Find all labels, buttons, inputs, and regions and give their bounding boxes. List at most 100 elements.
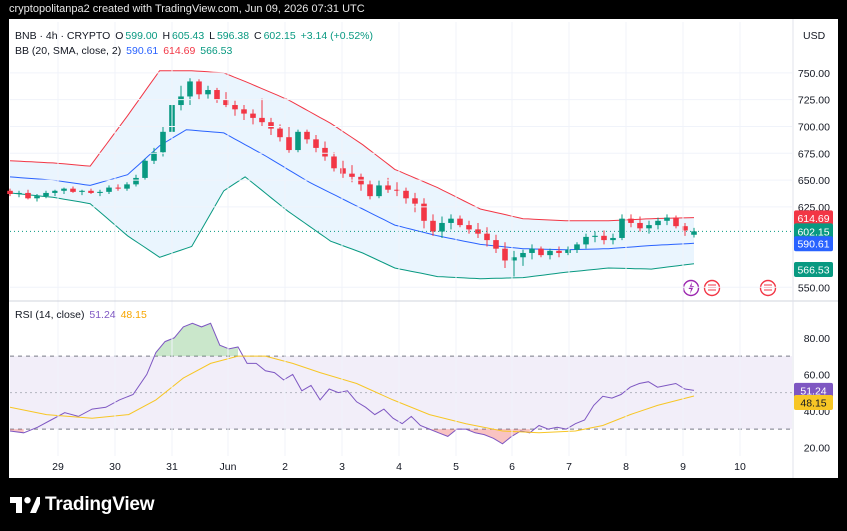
candle-body	[430, 220, 436, 232]
close-label: C	[253, 30, 262, 42]
candle-body	[61, 188, 67, 191]
rsi-legend: RSI (14, close) 51.24 48.15	[15, 309, 149, 321]
lower-price-tag-text: 566.53	[797, 265, 829, 277]
bb-lower-value: 566.53	[200, 45, 233, 57]
candle-body	[385, 185, 391, 190]
candle-body	[178, 96, 184, 106]
open-label: O	[115, 30, 124, 42]
candle-body	[133, 177, 139, 185]
candle-body	[142, 160, 148, 178]
candle-body	[583, 236, 589, 245]
bb-label: BB (20, SMA, close, 2)	[15, 45, 122, 57]
candle-body	[682, 226, 688, 231]
candle-body	[106, 187, 112, 192]
candle-body	[277, 128, 283, 138]
x-tick-label: 4	[396, 461, 402, 473]
candle-body	[439, 222, 445, 232]
ev-flag-icon	[759, 279, 777, 297]
candle-body	[556, 250, 562, 253]
candle-body	[448, 218, 454, 223]
y-tick-label: 550.00	[798, 282, 830, 294]
candle-body	[538, 248, 544, 256]
candle-body	[520, 252, 526, 258]
candle-body	[421, 203, 427, 221]
bb-basis-line	[9, 129, 695, 251]
candle-body	[349, 173, 355, 177]
rsi-value-tag: 51.24	[794, 382, 833, 398]
candle-body	[340, 168, 346, 174]
x-tick-label: 9	[680, 461, 686, 473]
y-tick-label: 675.00	[798, 148, 830, 160]
candle-body	[637, 222, 643, 229]
x-tick-label: 6	[509, 461, 515, 473]
rsi-pane[interactable]	[9, 322, 792, 445]
candle-body	[673, 217, 679, 227]
rsi-ma-tag: 48.15	[794, 395, 833, 411]
rsi-y-tick-label: 20.00	[804, 442, 830, 454]
candle-body	[160, 131, 166, 153]
y-tick-label: 750.00	[798, 68, 830, 80]
candle-body	[646, 225, 652, 229]
candle-body	[7, 190, 13, 195]
currency-label[interactable]: USD	[803, 30, 826, 42]
lightning-glyph	[688, 282, 694, 294]
candle-body	[376, 185, 382, 197]
rsi-value-tag-bg	[794, 382, 833, 398]
candle-body	[43, 192, 49, 197]
candle-body	[547, 250, 553, 256]
rsi-ma-tag-bg	[794, 395, 833, 411]
x-tick-label: 31	[166, 461, 178, 473]
candle-body	[187, 81, 193, 97]
candle-body	[295, 131, 301, 151]
candle-body	[412, 198, 418, 204]
x-tick-label: 8	[623, 461, 629, 473]
symbol-label: BNB · 4h · CRYPTO	[15, 30, 111, 42]
candle-body	[313, 139, 319, 148]
candle-body	[610, 237, 616, 241]
candle-body	[196, 81, 202, 95]
tradingview-logo[interactable]: TradingView	[10, 494, 155, 516]
candle-body	[565, 249, 571, 253]
rsi-label: RSI (14, close)	[15, 309, 85, 321]
main-legend: BNB · 4h · CRYPTO O 599.00 H 605.43 L 596.3…	[15, 30, 375, 42]
candle-body	[664, 217, 670, 221]
tradingview-logo-icon	[10, 497, 40, 513]
lower-price-tag: 566.53	[794, 262, 833, 278]
low-label: L	[209, 30, 215, 42]
candle-body	[466, 225, 472, 230]
candle-body	[115, 187, 121, 189]
last-price-text: 602.15	[797, 226, 829, 238]
y-tick-label: 725.00	[798, 95, 830, 107]
candle-body	[97, 191, 103, 193]
candle-body	[232, 105, 238, 110]
upper-price-tag-text: 614.69	[797, 213, 829, 225]
rsi-ma-tag-text: 48.15	[800, 398, 826, 410]
candle-body	[205, 90, 211, 95]
price-pane[interactable]	[7, 70, 792, 297]
candle-body	[241, 109, 247, 114]
candle-body	[484, 233, 490, 241]
x-tick-label: 3	[339, 461, 345, 473]
candle-body	[70, 188, 76, 192]
basis-price-tag-bg	[794, 236, 833, 252]
change-value: +3.14 (+0.52%)	[300, 30, 374, 42]
bb-lower-line	[9, 176, 695, 280]
candle-body	[601, 235, 607, 241]
close-value: 602.15	[263, 30, 296, 42]
candle-body	[322, 147, 328, 157]
candle-body	[268, 122, 274, 129]
rsi-value-tag-text: 51.24	[800, 385, 826, 397]
candle-body	[529, 248, 535, 253]
candle-body	[331, 156, 337, 169]
candle-body	[457, 218, 463, 226]
axis-layer: 29 30 31 Jun 2 3 4 5 6 7 8 9 10 750.00 725.00 700.00 675…	[9, 19, 838, 478]
basis-price-tag: 590.61	[794, 236, 833, 252]
candle-body	[304, 131, 310, 140]
candle-body	[79, 190, 85, 192]
candle-body	[493, 240, 499, 249]
rsi-ma-line	[9, 355, 695, 434]
x-tick-label: 7	[566, 461, 572, 473]
ev-lightning-icon	[682, 279, 700, 297]
